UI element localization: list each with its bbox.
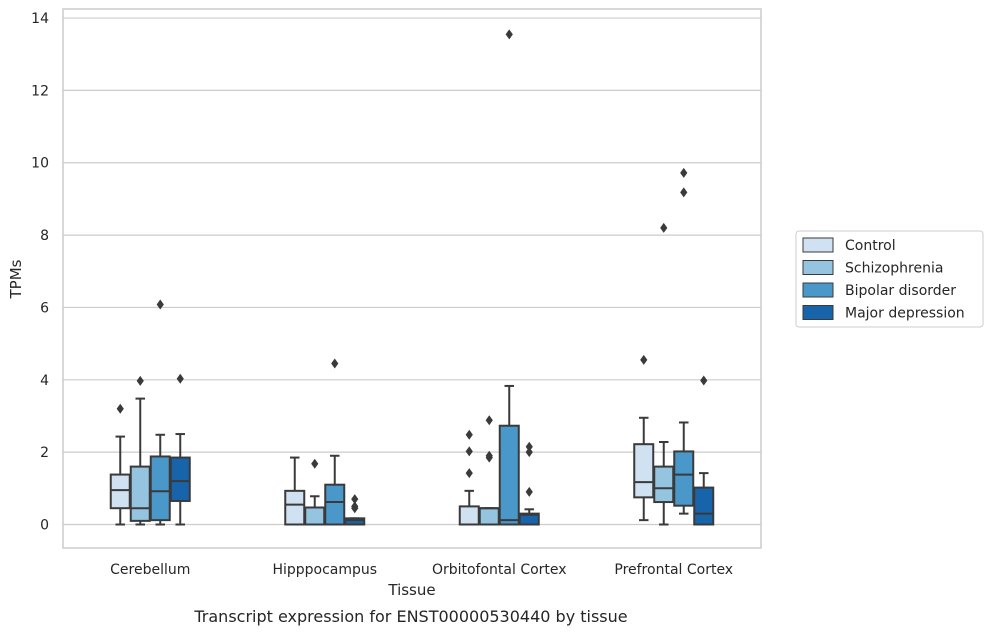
- outlier-point: [465, 446, 473, 457]
- outlier-point: [700, 375, 708, 386]
- outlier-point: [156, 299, 164, 310]
- box: [633, 443, 655, 499]
- y-tick-label: 0: [40, 517, 49, 533]
- legend-swatch: [802, 305, 834, 320]
- box: [169, 456, 191, 502]
- box-group: [673, 167, 695, 515]
- outlier-point: [485, 450, 493, 461]
- outlier-point: [136, 375, 144, 386]
- x-tick-label: Prefrontal Cortex: [614, 562, 733, 578]
- legend-label: Schizophrenia: [845, 261, 943, 277]
- y-axis-title: TPMs: [7, 259, 25, 299]
- outlier-point: [505, 29, 513, 40]
- outlier-point: [116, 403, 124, 414]
- outlier-point: [680, 187, 688, 198]
- box-group: [653, 222, 675, 526]
- outlier-point: [525, 441, 533, 452]
- box: [324, 483, 346, 526]
- box-group: [129, 375, 151, 526]
- plot-frame: [62, 8, 762, 549]
- box: [498, 424, 520, 526]
- y-tick-label: 10: [31, 156, 49, 172]
- legend-swatch: [802, 282, 834, 298]
- x-tick-labels: Cerebellum Hipppocampus Orbitofontal Corte…: [110, 562, 733, 578]
- outlier-point: [351, 494, 359, 505]
- legend-label: Major depression: [845, 306, 965, 322]
- box: [129, 465, 151, 522]
- outlier-point: [640, 354, 648, 365]
- box: [693, 486, 715, 526]
- outlier-point: [465, 468, 473, 479]
- y-tick-label: 6: [40, 300, 49, 316]
- outlier-point: [660, 222, 668, 233]
- x-axis-title: Tissue: [387, 581, 435, 599]
- legend-frame: [795, 230, 984, 328]
- legend-swatch: [802, 237, 834, 253]
- outlier-point: [311, 458, 319, 469]
- box: [518, 512, 540, 526]
- box: [478, 507, 500, 526]
- chart-caption: Transcript expression for ENST0000053044…: [193, 607, 627, 626]
- legend-label: Bipolar disorder: [845, 283, 956, 299]
- box-group: [633, 354, 655, 522]
- box-group: [344, 494, 366, 526]
- box-group: [149, 299, 171, 526]
- x-tick-label: Orbitofontal Cortex: [432, 562, 567, 578]
- outlier-point: [331, 358, 339, 369]
- legend-swatch: [802, 260, 834, 275]
- x-tick-label: Hipppocampus: [272, 562, 377, 578]
- outlier-point: [525, 486, 533, 497]
- outlier-point: [351, 501, 359, 512]
- box-group: [109, 403, 131, 526]
- outlier-point: [525, 447, 533, 458]
- legend: Control Schizophrenia Bipolar disorder Majo…: [795, 230, 984, 328]
- y-tick-labels: 0 2 4 6 8 10 12 14: [31, 11, 49, 533]
- y-tick-label: 8: [40, 228, 49, 244]
- gridlines: [63, 17, 761, 526]
- box: [653, 465, 675, 504]
- x-tick-label: Cerebellum: [110, 562, 190, 578]
- box-group: [304, 458, 326, 526]
- box: [673, 450, 695, 507]
- box-group: [458, 429, 480, 526]
- box: [344, 517, 366, 526]
- box: [149, 455, 171, 522]
- box-group: [324, 358, 346, 526]
- y-tick-label: 2: [40, 445, 49, 461]
- y-tick-label: 4: [40, 373, 49, 389]
- box-group: [518, 441, 540, 526]
- y-tick-label: 12: [31, 83, 49, 99]
- boxes: [109, 29, 715, 526]
- box: [304, 506, 326, 526]
- outlier-point: [485, 415, 493, 426]
- box: [109, 473, 131, 510]
- y-tick-label: 14: [31, 11, 49, 27]
- box-group: [169, 373, 191, 526]
- legend-label: Control: [845, 238, 896, 254]
- outlier-point: [465, 429, 473, 440]
- outlier-point: [176, 373, 184, 384]
- box-group: [478, 415, 500, 526]
- box-group: [284, 456, 306, 526]
- box: [284, 489, 306, 526]
- box: [458, 505, 480, 526]
- box-group: [693, 375, 715, 526]
- box-group: [498, 29, 520, 526]
- outlier-point: [680, 167, 688, 178]
